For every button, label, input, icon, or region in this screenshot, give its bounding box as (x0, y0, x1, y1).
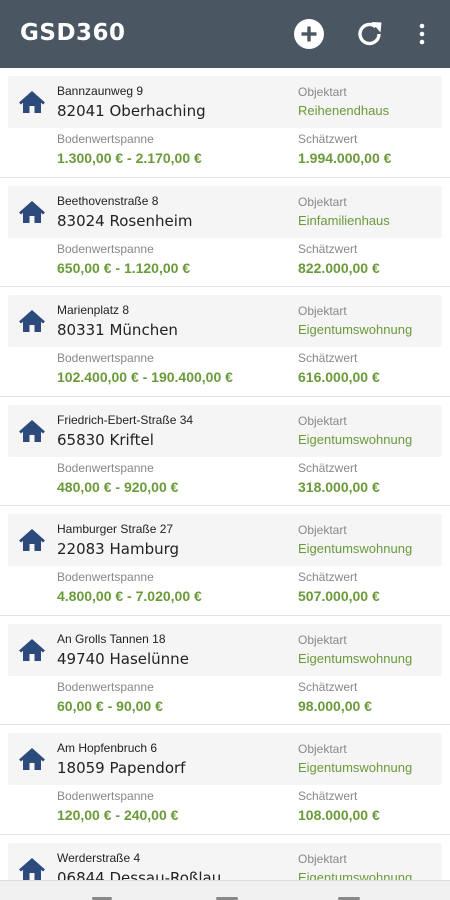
nav-back-hint[interactable] (92, 897, 112, 900)
bodenwert-range: 120,00 € - 240,00 € (57, 807, 179, 823)
street-text: Bannzaunweg 9 (57, 84, 144, 98)
bodenwertspanne-label: Bodenwertspanne (57, 132, 154, 146)
schaetzwert-label: Schätzwert (298, 351, 358, 365)
add-button[interactable] (292, 16, 326, 52)
bodenwertspanne-label: Bodenwertspanne (57, 241, 154, 256)
row-header-panel (8, 514, 442, 566)
bodenwertspanne-label: Bodenwertspanne (57, 789, 154, 803)
refresh-icon (358, 22, 382, 46)
objektart-label: Objektart (298, 85, 347, 99)
app-title: GSD360 (20, 20, 126, 46)
city-text: 80331 München (57, 321, 178, 339)
schaetzwert-value: 318.000,00 € (298, 478, 380, 495)
city-text: 83024 Rosenheim (57, 211, 193, 230)
schaetzwert-value: 108.000,00 € (298, 807, 380, 823)
house-icon (19, 419, 45, 442)
city-text: 65830 Kriftel (57, 430, 154, 449)
nav-home-hint[interactable] (216, 897, 238, 900)
schaetzwert-label: Schätzwert (298, 241, 358, 256)
house-icon (19, 638, 45, 661)
add-icon (294, 19, 324, 49)
city-text: 49740 Haselünne (57, 649, 189, 668)
property-row[interactable]: An Grolls Tannen 18 49740 Haselünne Obje… (0, 615, 450, 725)
row-header-panel (8, 623, 442, 676)
street-text: Hamburger Straße 27 (57, 522, 174, 536)
refresh-button[interactable] (353, 16, 387, 52)
schaetzwert-label: Schätzwert (298, 570, 358, 584)
property-row[interactable]: Marienplatz 8 80331 München Objektart Ei… (0, 287, 450, 397)
street-text: Werderstraße 4 (57, 850, 141, 865)
property-row[interactable]: Am Hopfenbruch 6 18059 Papendorf Objekta… (0, 725, 450, 835)
property-type: Einfamilienhaus (298, 212, 390, 228)
row-header-panel (8, 295, 442, 347)
bodenwert-range: 1.300,00 € - 2.170,00 € (57, 150, 202, 166)
schaetzwert-label: Schätzwert (298, 789, 358, 803)
row-header-panel (8, 842, 442, 880)
objektart-label: Objektart (298, 742, 347, 756)
property-type: Eigentumswohnung (298, 431, 413, 447)
house-icon (19, 91, 45, 113)
schaetzwert-value: 1.994.000,00 € (298, 150, 392, 166)
bodenwertspanne-label: Bodenwertspanne (57, 351, 154, 365)
objektart-label: Objektart (298, 413, 347, 428)
property-type: Eigentumswohnung (298, 869, 413, 881)
objektart-label: Objektart (298, 851, 347, 866)
property-row[interactable]: Friedrich-Ebert-Straße 34 65830 Kriftel … (0, 396, 450, 506)
city-text: 06844 Dessau-Roßlau (57, 868, 222, 881)
bodenwert-range: 102.400,00 € - 190.400,00 € (57, 369, 233, 385)
app-bar: GSD360 (0, 0, 450, 68)
property-row[interactable]: Beethovenstraße 8 83024 Rosenheim Objekt… (0, 177, 450, 287)
house-icon (19, 200, 45, 223)
bodenwert-range: 4.800,00 € - 7.020,00 € (57, 588, 202, 604)
street-text: An Grolls Tannen 18 (57, 631, 166, 646)
house-icon (19, 748, 45, 770)
property-row[interactable]: Hamburger Straße 27 22083 Hamburg Objekt… (0, 506, 450, 616)
bodenwert-range: 650,00 € - 1.120,00 € (57, 259, 191, 276)
bodenwert-range: 480,00 € - 920,00 € (57, 478, 179, 495)
property-type: Eigentumswohnung (298, 650, 413, 666)
row-header-panel (8, 733, 442, 785)
row-header-panel (8, 76, 442, 128)
schaetzwert-value: 616.000,00 € (298, 369, 380, 385)
objektart-label: Objektart (298, 194, 347, 209)
more-button[interactable] (410, 16, 434, 52)
property-row[interactable]: Bannzaunweg 9 82041 Oberhaching Objektar… (0, 68, 450, 178)
bodenwertspanne-label: Bodenwertspanne (57, 570, 154, 584)
schaetzwert-label: Schätzwert (298, 132, 358, 146)
row-header-panel (8, 185, 442, 238)
system-navigation-bar (0, 880, 450, 900)
more-vert-icon (419, 23, 425, 45)
street-text: Beethovenstraße 8 (57, 193, 159, 208)
schaetzwert-value: 507.000,00 € (298, 588, 380, 604)
schaetzwert-label: Schätzwert (298, 460, 358, 475)
city-text: 82041 Oberhaching (57, 102, 206, 120)
house-icon (19, 310, 45, 332)
nav-recents-hint[interactable] (338, 897, 360, 900)
bodenwert-range: 60,00 € - 90,00 € (57, 697, 163, 714)
bodenwertspanne-label: Bodenwertspanne (57, 679, 154, 694)
street-text: Am Hopfenbruch 6 (57, 741, 158, 755)
city-text: 22083 Hamburg (57, 540, 180, 558)
house-icon (19, 529, 45, 551)
schaetzwert-value: 822.000,00 € (298, 259, 380, 276)
schaetzwert-label: Schätzwert (298, 679, 358, 694)
property-list[interactable]: Bannzaunweg 9 82041 Oberhaching Objektar… (0, 68, 450, 880)
street-text: Marienplatz 8 (57, 303, 130, 317)
city-text: 18059 Papendorf (57, 759, 186, 777)
bodenwertspanne-label: Bodenwertspanne (57, 460, 154, 475)
house-icon (19, 857, 45, 880)
property-type: Eigentumswohnung (298, 760, 413, 775)
property-type: Eigentumswohnung (298, 541, 413, 556)
objektart-label: Objektart (298, 304, 347, 318)
objektart-label: Objektart (298, 523, 347, 537)
schaetzwert-value: 98.000,00 € (298, 697, 372, 714)
property-row[interactable]: Werderstraße 4 06844 Dessau-Roßlau Objek… (0, 834, 450, 881)
street-text: Friedrich-Ebert-Straße 34 (57, 412, 194, 427)
property-type: Reihenendhaus (298, 103, 390, 118)
property-type: Eigentumswohnung (298, 322, 413, 337)
row-header-panel (8, 404, 442, 457)
objektart-label: Objektart (298, 632, 347, 647)
